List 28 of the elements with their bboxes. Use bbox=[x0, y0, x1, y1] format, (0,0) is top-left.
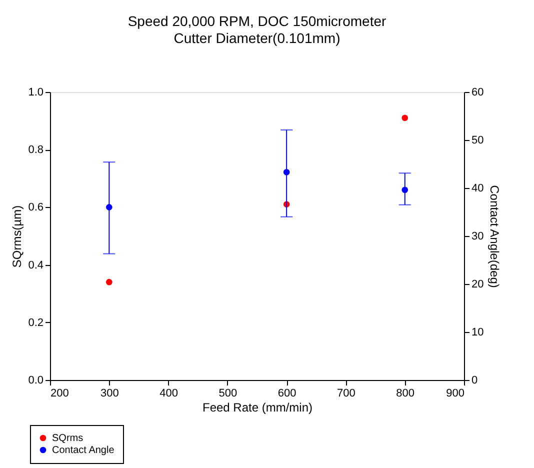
x-tick-label: 800 bbox=[396, 388, 415, 400]
y2-tick-label: 40 bbox=[472, 182, 484, 194]
x-tick-label: 200 bbox=[50, 388, 69, 400]
y2-tick-label: 60 bbox=[472, 86, 484, 98]
chart-title: Speed 20,000 RPM, DOC 150micrometer bbox=[128, 13, 387, 29]
y2-tick-label: 30 bbox=[472, 230, 484, 242]
x-tick-label: 300 bbox=[100, 388, 119, 400]
x-tick-label: 400 bbox=[160, 388, 178, 400]
y2-tick-label: 10 bbox=[472, 326, 484, 338]
y-tick-label: 0.0 bbox=[28, 374, 44, 386]
y-tick-label: 0.2 bbox=[28, 316, 44, 329]
x-tick-label: 500 bbox=[218, 388, 238, 400]
x-tick-label: 600 bbox=[278, 388, 296, 400]
y-axis-title: SQrms(µm) bbox=[10, 205, 24, 268]
y2-tick-label: 50 bbox=[472, 134, 484, 146]
y2-tick-label: 20 bbox=[472, 278, 484, 290]
x-axis-title: Feed Rate (mm/min) bbox=[202, 400, 313, 414]
legend-label: Contact Angle bbox=[52, 445, 115, 456]
y-tick-label: 0.8 bbox=[28, 144, 44, 156]
y2-axis-title: Contact Angle(deg) bbox=[488, 185, 502, 288]
x-tick-label: 900 bbox=[446, 388, 464, 400]
y2-tick-label: 0 bbox=[472, 374, 478, 386]
x-tick-label: 700 bbox=[337, 388, 356, 400]
legend-label: SQrms bbox=[52, 433, 84, 444]
y-tick-label: 0.6 bbox=[28, 202, 44, 214]
chart-subtitle: Cutter Diameter(0.101mm) bbox=[174, 30, 340, 46]
y-tick-label: 0.4 bbox=[28, 259, 44, 272]
y-tick-label: 1.0 bbox=[28, 86, 44, 98]
